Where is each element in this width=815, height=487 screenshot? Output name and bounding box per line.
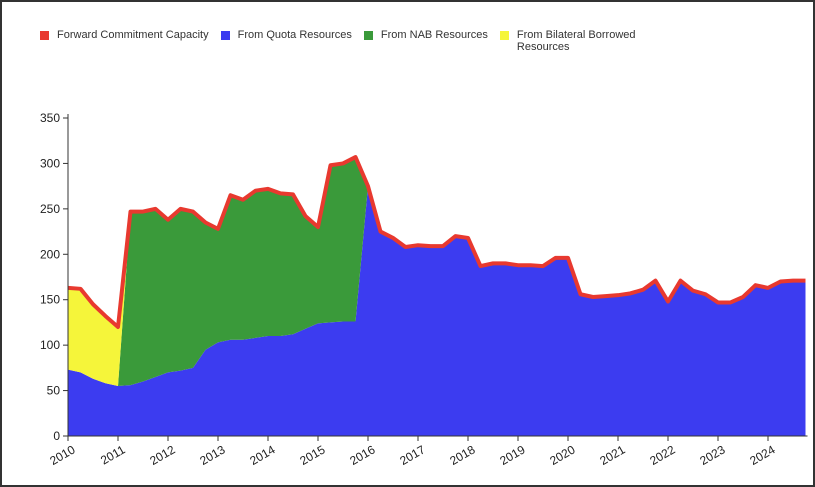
legend-item: From NAB Resources: [363, 28, 488, 41]
x-tick-label: 2018: [447, 442, 477, 468]
x-tick-label: 2021: [597, 442, 627, 468]
x-tick-label: 2023: [697, 442, 727, 468]
legend-label: From Bilateral Borrowed Resources: [516, 29, 636, 53]
legend-label: From Quota Resources: [237, 29, 352, 41]
x-tick-label: 2015: [297, 442, 327, 468]
legend-item: Forward Commitment Capacity: [40, 28, 209, 41]
x-tick-label: 2012: [147, 442, 177, 468]
y-tick-label: 50: [47, 384, 61, 398]
x-tick-label: 2010: [47, 442, 77, 468]
x-tick-label: 2011: [98, 442, 128, 467]
x-tick-label: 2022: [647, 442, 677, 468]
legend-swatch: [499, 31, 509, 40]
legend-swatch: [40, 31, 49, 40]
x-tick-label: 2016: [347, 442, 377, 468]
y-tick-label: 250: [40, 202, 60, 216]
y-tick-label: 150: [40, 293, 60, 307]
y-tick-label: 300: [40, 156, 60, 170]
area: [68, 186, 806, 436]
x-tick-label: 2017: [397, 442, 427, 468]
legend: Forward Commitment Capacity From Quota Re…: [40, 28, 669, 53]
y-tick-label: 0: [53, 429, 60, 443]
x-tick-label: 2019: [497, 442, 527, 468]
y-tick-label: 100: [40, 338, 60, 352]
x-tick-label: 2013: [197, 442, 227, 468]
legend-swatch: [220, 31, 230, 40]
x-tick-label: 2014: [247, 442, 277, 468]
legend-swatch: [363, 31, 373, 40]
x-tick-label: 2020: [547, 442, 577, 468]
legend-item: From Quota Resources: [220, 28, 352, 41]
legend-label: From NAB Resources: [380, 29, 488, 41]
legend-label: Forward Commitment Capacity: [57, 29, 209, 41]
line: [67, 155, 806, 329]
legend-item: From Bilateral Borrowed Resources: [499, 28, 657, 53]
y-tick-label: 200: [40, 247, 60, 261]
x-tick-label: 2024: [747, 442, 777, 468]
area: [68, 157, 806, 387]
y-tick-label: 350: [40, 111, 60, 125]
